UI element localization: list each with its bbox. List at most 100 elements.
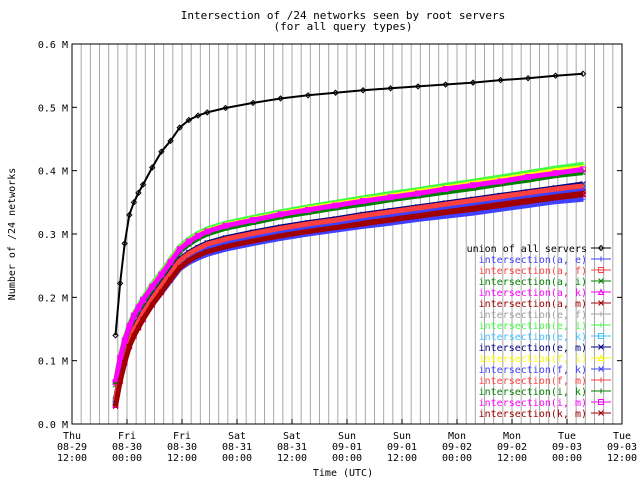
x-tick-label: Sun 09-01 00:00 bbox=[332, 431, 362, 464]
x-tick-label: Sat 08-31 00:00 bbox=[222, 431, 252, 464]
legend-label: intersection(e, k) bbox=[479, 332, 587, 343]
data-point bbox=[117, 355, 124, 362]
data-point bbox=[387, 85, 394, 92]
data-point bbox=[186, 257, 192, 264]
chart-title: Intersection of /24 networks seen by roo… bbox=[181, 9, 506, 22]
data-point bbox=[598, 410, 604, 416]
data-point bbox=[278, 225, 284, 231]
data-point bbox=[442, 186, 449, 193]
data-point bbox=[333, 217, 339, 223]
x-axis-ticks: Thu 08-29 12:00 Fri 08-30 00:00 Fri 08-30 12:00 S… bbox=[57, 419, 637, 464]
data-point bbox=[135, 189, 142, 197]
data-point bbox=[597, 244, 605, 252]
data-point bbox=[194, 112, 202, 119]
data-point bbox=[580, 183, 586, 189]
legend-label: intersection(a, k) bbox=[479, 288, 587, 299]
data-point bbox=[552, 170, 559, 177]
data-point bbox=[525, 198, 531, 205]
data-point bbox=[277, 211, 284, 218]
legend-label: intersection(a, m) bbox=[479, 299, 587, 310]
data-point bbox=[360, 198, 367, 205]
legend-label: intersection(e, f) bbox=[479, 310, 587, 321]
data-point bbox=[598, 267, 604, 273]
data-point bbox=[223, 236, 229, 242]
series-intersection-i-m bbox=[112, 166, 587, 386]
data-point bbox=[195, 232, 202, 239]
data-point bbox=[158, 271, 165, 278]
data-point bbox=[176, 124, 183, 131]
data-point bbox=[360, 221, 366, 227]
data-point bbox=[579, 70, 587, 77]
data-point bbox=[126, 323, 133, 330]
data-point bbox=[158, 148, 165, 155]
data-point bbox=[598, 333, 604, 339]
data-point bbox=[497, 178, 504, 185]
y-axis-label: Number of /24 networks bbox=[7, 168, 18, 300]
x-axis-label: Time (UTC) bbox=[313, 468, 373, 479]
legend-label: intersection(a, i) bbox=[479, 277, 587, 288]
data-point bbox=[130, 312, 137, 319]
data-point bbox=[580, 191, 586, 198]
data-point bbox=[195, 246, 201, 252]
data-point bbox=[167, 276, 174, 283]
data-point bbox=[117, 378, 123, 385]
x-tick-label: Tue 09-03 12:00 bbox=[607, 431, 637, 464]
data-point bbox=[497, 76, 504, 84]
x-tick-label: Thu 08-29 12:00 bbox=[57, 431, 87, 464]
legend-label: intersection(i, m) bbox=[479, 398, 587, 409]
data-point bbox=[597, 354, 605, 361]
data-point bbox=[185, 116, 193, 124]
legend-label: intersection(a, f) bbox=[479, 266, 587, 277]
data-point bbox=[552, 72, 559, 79]
legend-label: intersection(f, i) bbox=[479, 354, 587, 365]
y-tick-label: 0.0 M bbox=[38, 420, 68, 431]
y-tick-label: 0.2 M bbox=[38, 293, 68, 304]
data-point bbox=[204, 228, 211, 235]
data-point bbox=[140, 316, 146, 323]
data-point bbox=[598, 377, 604, 383]
legend-label: union of all servers bbox=[467, 244, 587, 255]
x-tick-label: Sat 08-31 12:00 bbox=[277, 431, 307, 464]
data-point bbox=[250, 230, 256, 236]
data-point bbox=[250, 238, 256, 244]
data-point bbox=[442, 81, 449, 88]
series-line bbox=[113, 166, 584, 383]
data-point bbox=[305, 221, 311, 227]
data-point bbox=[470, 206, 476, 213]
data-point bbox=[580, 166, 587, 173]
data-point bbox=[332, 89, 339, 96]
data-point bbox=[598, 256, 604, 262]
data-point bbox=[415, 190, 422, 197]
data-point bbox=[598, 388, 604, 394]
data-point bbox=[158, 289, 165, 296]
data-point bbox=[185, 238, 192, 245]
data-point bbox=[598, 322, 604, 328]
data-point bbox=[598, 278, 604, 284]
data-point bbox=[121, 359, 128, 366]
data-point bbox=[305, 206, 312, 213]
data-point bbox=[149, 302, 156, 308]
data-point bbox=[525, 190, 531, 196]
data-point bbox=[176, 264, 183, 271]
data-point bbox=[277, 233, 284, 239]
legend-label: intersection(e, i) bbox=[479, 321, 587, 332]
series-line bbox=[114, 72, 584, 336]
data-point bbox=[222, 104, 229, 112]
legend-label: intersection(f, m) bbox=[479, 376, 587, 387]
data-point bbox=[524, 74, 532, 82]
data-point bbox=[204, 248, 211, 255]
data-point bbox=[598, 366, 604, 372]
data-point bbox=[415, 205, 421, 211]
data-point bbox=[112, 403, 119, 410]
data-point bbox=[470, 197, 476, 203]
data-point bbox=[305, 228, 311, 235]
data-point bbox=[332, 224, 339, 231]
y-tick-label: 0.1 M bbox=[38, 357, 68, 368]
data-point bbox=[387, 194, 394, 201]
data-point bbox=[443, 201, 449, 207]
y-axis-ticks: 0.0 M 0.1 M 0.2 M 0.3 M 0.4 M 0.5 M 0.6 M bbox=[38, 40, 622, 431]
series-layer bbox=[112, 70, 587, 410]
data-point bbox=[470, 182, 477, 189]
data-point bbox=[149, 283, 156, 290]
